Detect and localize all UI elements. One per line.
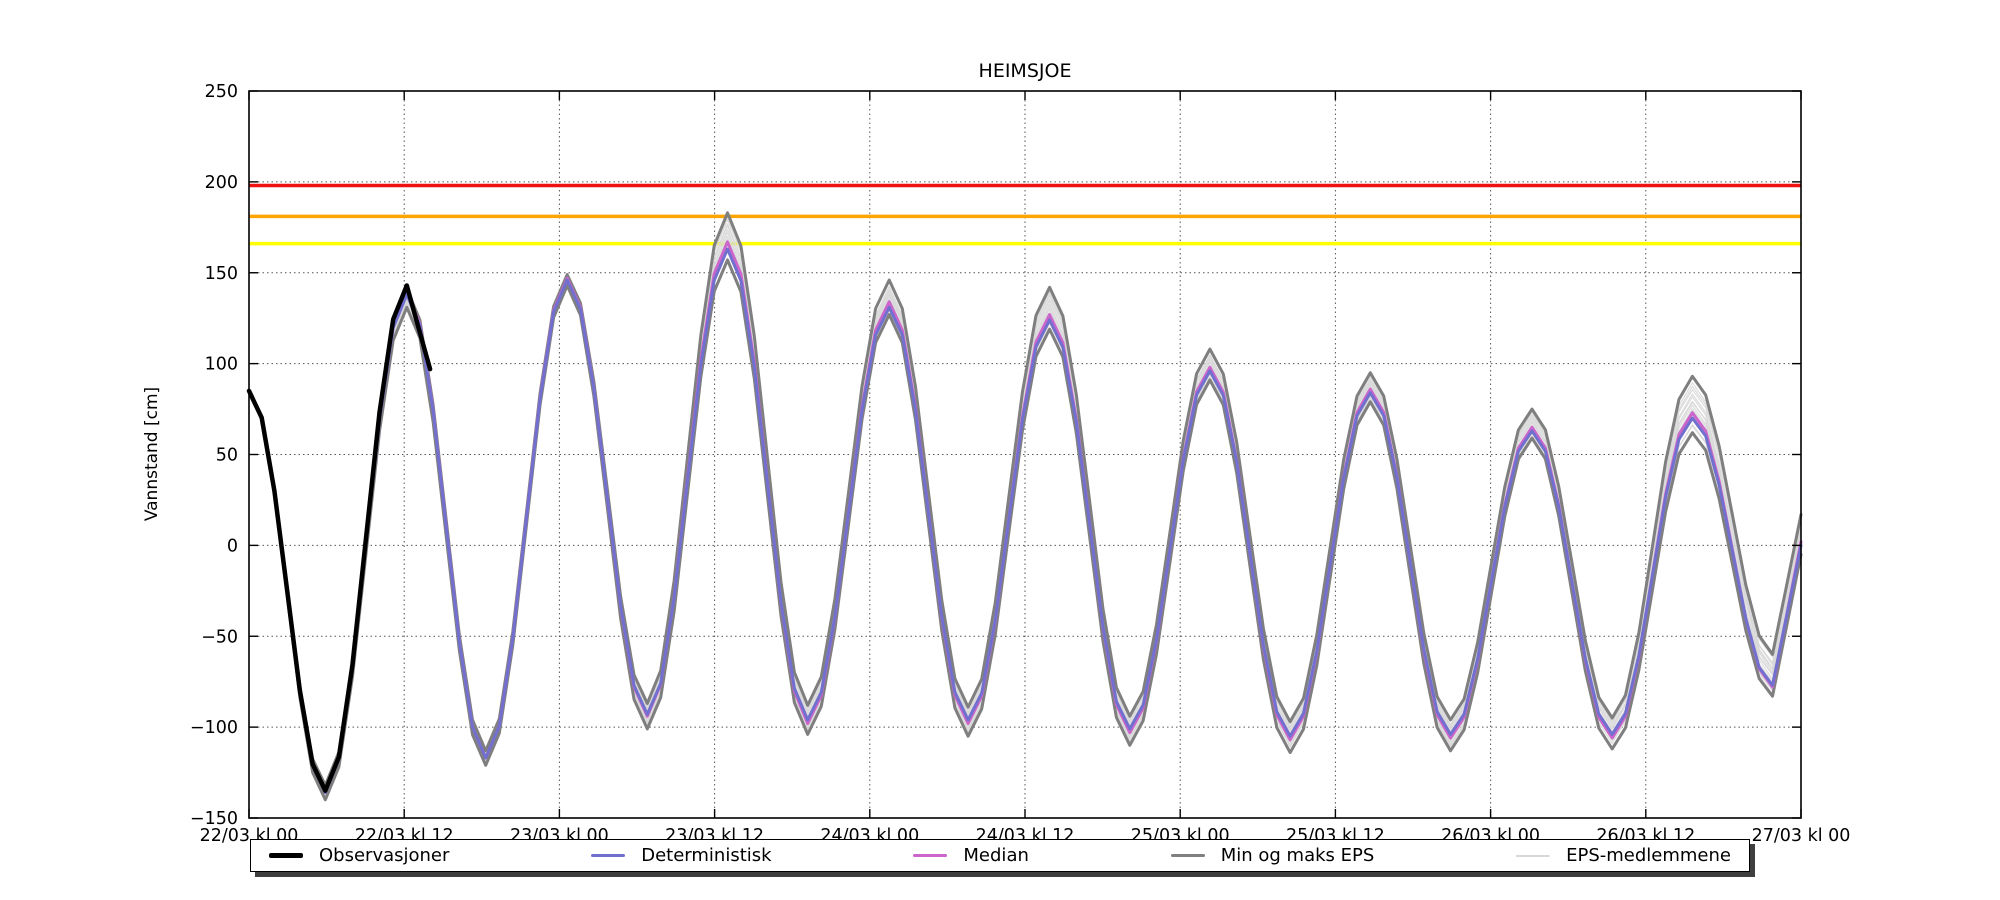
- legend-item-observations: Observasjoner: [269, 844, 450, 866]
- series-line-eps-member: [248, 243, 1802, 800]
- legend-item-median: Median: [913, 844, 1029, 866]
- legend-label-eps-members: EPS-medlemmene: [1566, 844, 1731, 866]
- y-tick-label: 50: [216, 446, 238, 466]
- legend-swatch-median: [913, 854, 948, 857]
- series-line-eps-member: [248, 225, 1802, 793]
- y-axis-label: Vannstand [cm]: [142, 386, 162, 522]
- series-line-deterministic: [247, 247, 1803, 795]
- series-line-eps-min: [247, 258, 1803, 802]
- y-tick-label: 200: [205, 173, 238, 193]
- y-tick-label: 100: [205, 355, 238, 375]
- legend-item-deterministic: Deterministisk: [591, 844, 772, 866]
- chart-title: HEIMSJOE: [978, 60, 1072, 82]
- series-line-eps-member: [248, 238, 1802, 794]
- legend-label-eps-minmax: Min og maks EPS: [1220, 844, 1375, 866]
- legend-swatch-eps-members: [1516, 854, 1551, 857]
- y-tick-label: 250: [205, 82, 238, 102]
- series-line-eps-member: [248, 235, 1802, 789]
- y-tick-label: −50: [201, 627, 238, 647]
- series-line-observations: [246, 283, 433, 793]
- y-tick-label: 150: [205, 264, 238, 284]
- series-line-eps-member: [248, 219, 1802, 786]
- y-tick-label: 0: [227, 536, 238, 556]
- series-line-eps-member: [248, 223, 1802, 793]
- legend-label-deterministic: Deterministisk: [641, 844, 772, 866]
- y-tick-label: −150: [190, 809, 238, 829]
- legend-label-observations: Observasjoner: [319, 844, 450, 866]
- legend-swatch-observations: [269, 853, 303, 858]
- x-tick-label: 27/03 kl 00: [1752, 826, 1851, 846]
- series-line-median: [247, 240, 1803, 795]
- legend-swatch-deterministic: [591, 854, 626, 857]
- legend-item-eps-members: EPS-medlemmene: [1516, 844, 1731, 866]
- series-line-eps-member: [248, 229, 1802, 787]
- legend-swatch-eps-minmax: [1170, 854, 1205, 857]
- legend-item-eps-minmax: Min og maks EPS: [1170, 844, 1375, 866]
- y-tick-label: −100: [190, 718, 238, 738]
- legend-label-median: Median: [963, 844, 1029, 866]
- legend-box: Observasjoner Deterministisk Median Min …: [250, 839, 1750, 872]
